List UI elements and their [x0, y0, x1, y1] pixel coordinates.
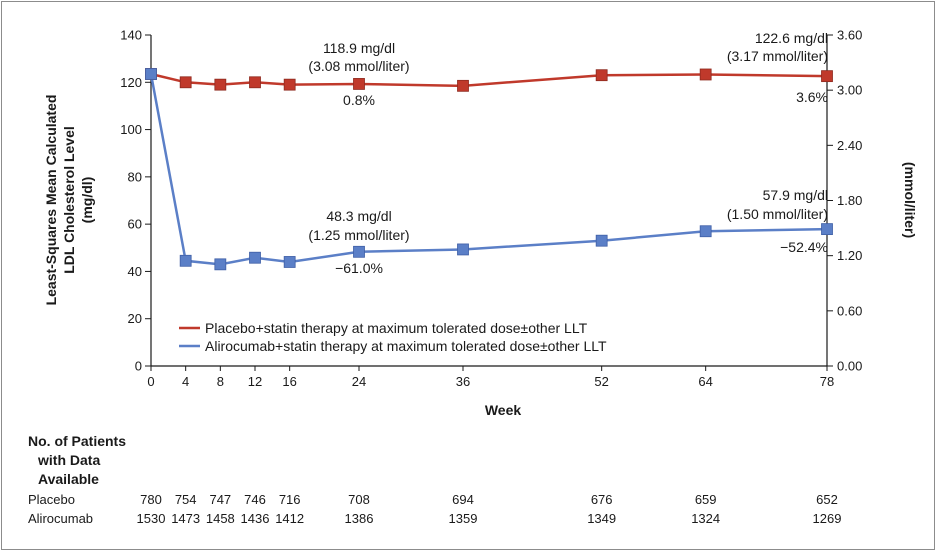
placebo-mid-mg-label: 118.9 mg/dl — [323, 40, 395, 56]
table-cell-alirocumab: 1386 — [345, 511, 374, 526]
legend: Placebo+statin therapy at maximum tolera… — [179, 320, 607, 354]
right-y-tick-label: 3.00 — [837, 83, 862, 98]
series-line-placebo — [150, 72, 828, 88]
table-cell-placebo: 746 — [244, 492, 266, 507]
table-cell-placebo: 780 — [140, 492, 162, 507]
data-point-placebo — [699, 68, 712, 81]
alirocumab-end-pct-label: −52.4% — [780, 239, 828, 255]
left-axis-title: Least-Squares Mean Calculated LDL Choles… — [43, 95, 95, 306]
data-point-placebo — [283, 78, 296, 91]
data-point-alirocumab — [249, 251, 261, 264]
alirocumab-end-mg-label: 57.9 mg/dl — [763, 187, 828, 203]
data-point-alirocumab — [145, 68, 157, 80]
placebo-mid-pct-label: 0.8% — [343, 92, 375, 108]
data-point-alirocumab — [283, 256, 296, 268]
table-row-label-alirocumab: Alirocumab — [28, 511, 93, 526]
data-point-alirocumab — [214, 258, 227, 271]
data-point-alirocumab — [595, 234, 608, 247]
data-point-alirocumab — [179, 254, 192, 267]
table-cell-alirocumab: 1458 — [206, 511, 235, 526]
table-cell-placebo: 694 — [452, 492, 474, 507]
data-point-placebo — [457, 79, 469, 92]
right-y-tick-label: 2.40 — [837, 138, 862, 153]
x-tick-label: 0 — [147, 374, 154, 389]
placebo-end-mmol-label: (3.17 mmol/liter) — [727, 48, 828, 64]
table-cell-alirocumab: 1436 — [241, 511, 270, 526]
x-tick-label: 16 — [282, 374, 296, 389]
right-axis-title: (mmol/liter) — [902, 162, 918, 238]
left-y-tick-label: 140 — [120, 28, 142, 43]
right-y-tick-label: 3.60 — [837, 28, 862, 43]
data-point-alirocumab — [353, 245, 365, 258]
data-point-placebo — [353, 78, 365, 90]
x-tick-label: 8 — [217, 374, 224, 389]
legend-label-alirocumab: Alirocumab+statin therapy at maximum tol… — [205, 338, 607, 354]
data-point-placebo — [595, 69, 608, 82]
x-axis-title: Week — [485, 402, 522, 418]
x-tick-label: 4 — [182, 374, 189, 389]
table-cells: 780 754 747 746 716 708 694 676 659 652 1530 1473 14… — [137, 492, 842, 526]
right-y-tick-label: 1.80 — [837, 193, 862, 208]
right-y-tick-label: 0.00 — [837, 359, 862, 374]
left-y-tick-label: 60 — [128, 217, 142, 232]
placebo-end-pct-label: 3.6% — [796, 89, 828, 105]
x-tick-label: 24 — [352, 374, 366, 389]
x-tick-label: 52 — [594, 374, 608, 389]
data-point-alirocumab — [821, 223, 833, 236]
annotations: 118.9 mg/dl (3.08 mmol/liter) 0.8% 122.6… — [308, 30, 828, 276]
table-cell-placebo: 659 — [695, 492, 717, 507]
table-cell-alirocumab: 1473 — [171, 511, 200, 526]
series-lines — [145, 68, 833, 271]
table-cell-alirocumab: 1530 — [137, 511, 166, 526]
left-y-tick-label: 20 — [128, 311, 142, 326]
alirocumab-mid-mmol-label: (1.25 mmol/liter) — [308, 227, 409, 243]
left-y-tick-label: 80 — [128, 169, 142, 184]
table-cell-placebo: 716 — [279, 492, 301, 507]
left-y-tick-label: 40 — [128, 264, 142, 279]
table-cell-alirocumab: 1359 — [449, 511, 478, 526]
series-line-alirocumab — [149, 73, 828, 266]
data-point-placebo — [179, 76, 192, 89]
table-cell-placebo: 747 — [209, 492, 231, 507]
table-cell-alirocumab: 1324 — [691, 511, 720, 526]
x-tick-label: 36 — [456, 374, 470, 389]
alirocumab-mid-pct-label: −61.0% — [335, 260, 383, 276]
table-cell-placebo: 652 — [816, 492, 838, 507]
table-header-line-3: Available — [38, 471, 99, 487]
alirocumab-mid-mg-label: 48.3 mg/dl — [326, 208, 391, 224]
left-y-tick-label: 100 — [120, 122, 142, 137]
right-y-tick-label: 1.20 — [837, 248, 862, 263]
alirocumab-end-mmol-label: (1.50 mmol/liter) — [727, 206, 828, 222]
legend-label-placebo: Placebo+statin therapy at maximum tolera… — [205, 320, 588, 336]
data-point-placebo — [249, 76, 261, 89]
placebo-end-mg-label: 122.6 mg/dl — [755, 30, 828, 46]
data-point-alirocumab — [457, 243, 469, 256]
patients-table: No. of Patients with Data Available Plac… — [28, 433, 841, 526]
x-tick-label: 64 — [698, 374, 712, 389]
placebo-mid-mmol-label: (3.08 mmol/liter) — [308, 58, 409, 74]
left-y-tick-label: 120 — [120, 75, 142, 90]
left-axis-title-line-2: LDL Cholesterol Level — [61, 126, 77, 274]
table-cell-alirocumab: 1269 — [813, 511, 842, 526]
table-cell-placebo: 676 — [591, 492, 613, 507]
table-header-line-2: with Data — [37, 452, 100, 468]
data-point-alirocumab — [699, 225, 712, 238]
table-cell-alirocumab: 1412 — [275, 511, 304, 526]
right-y-tick-label: 0.60 — [837, 303, 862, 318]
data-point-placebo — [214, 78, 227, 91]
table-cell-placebo: 754 — [175, 492, 197, 507]
table-header-line-1: No. of Patients — [28, 433, 126, 449]
table-cell-placebo: 708 — [348, 492, 370, 507]
table-cell-alirocumab: 1349 — [587, 511, 616, 526]
table-row-label-placebo: Placebo — [28, 492, 75, 507]
x-tick-label: 12 — [248, 374, 262, 389]
left-axis-title-line-3: (mg/dl) — [79, 177, 95, 224]
x-tick-label: 78 — [820, 374, 834, 389]
left-y-tick-label: 0 — [135, 359, 142, 374]
data-point-placebo — [821, 70, 833, 83]
left-axis-title-line-1: Least-Squares Mean Calculated — [43, 95, 59, 306]
axes: 0204060801001201400.000.601.201.802.403.… — [120, 28, 862, 390]
